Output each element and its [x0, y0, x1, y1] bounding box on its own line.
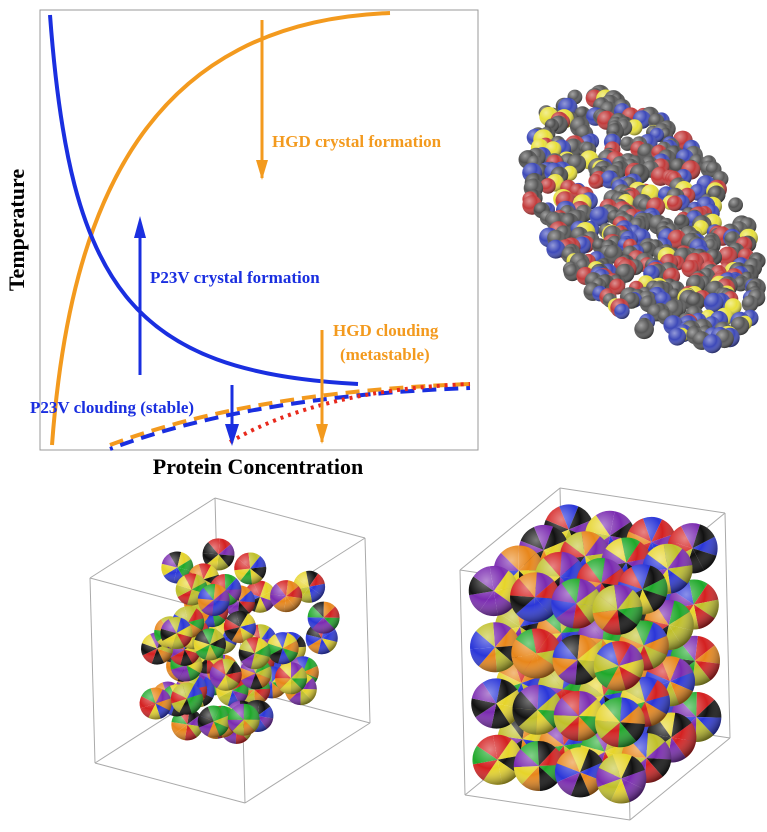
cube-edge: [245, 723, 370, 803]
annotation: (metastable): [340, 345, 430, 364]
sphere-shade: [198, 706, 230, 738]
sphere-shade: [234, 553, 266, 585]
arrow-head: [134, 216, 146, 238]
phase-diagram: HGD crystal formation P23V crystal forma…: [4, 10, 478, 479]
sphere: [171, 683, 203, 715]
sphere: [596, 754, 646, 804]
sphere: [592, 585, 642, 635]
sphere-shade: [270, 580, 302, 612]
sphere: [234, 553, 266, 585]
atom-shade: [703, 334, 722, 353]
sphere: [194, 628, 226, 660]
atom-shade: [668, 328, 686, 346]
sphere: [267, 632, 299, 664]
cube-edge: [90, 578, 95, 763]
atom-shade: [728, 197, 743, 212]
crystal-cube: [460, 488, 730, 820]
sphere: [308, 602, 340, 634]
sphere-shade: [194, 629, 226, 661]
annotation: HGD clouding: [333, 321, 439, 340]
sphere-shade: [228, 704, 260, 736]
atom-shade: [667, 196, 682, 211]
sphere-shade: [275, 662, 307, 694]
annotation: HGD crystal formation: [272, 132, 442, 151]
atom-shade: [742, 295, 759, 312]
cube-edge: [725, 513, 730, 738]
sphere-shade: [161, 617, 193, 649]
atom-shade: [634, 320, 654, 340]
sphere-shade: [593, 585, 643, 635]
atom-shade: [614, 304, 629, 319]
sphere-shade: [140, 688, 172, 720]
cube-edge: [465, 795, 630, 820]
sphere-shade: [594, 641, 644, 691]
arrow-head: [225, 424, 239, 446]
sphere-shade: [198, 584, 230, 616]
x-axis-label: Protein Concentration: [153, 454, 363, 479]
sphere: [270, 580, 302, 612]
protein-molecule: [519, 85, 766, 354]
arrow-head: [256, 160, 268, 180]
sphere: [198, 584, 230, 616]
sphere: [595, 697, 645, 747]
cube-edge: [460, 570, 465, 795]
annotation: P23V crystal formation: [150, 268, 320, 287]
cube-edge: [560, 488, 725, 513]
sphere-shade: [595, 697, 645, 747]
sphere-shade: [210, 659, 242, 691]
sphere-shade: [596, 754, 646, 804]
cube-edge: [365, 538, 370, 723]
figure: HGD crystal formation P23V crystal forma…: [0, 0, 767, 832]
sphere-shade: [308, 602, 340, 634]
cube-edge: [215, 498, 365, 538]
sphere: [198, 706, 230, 738]
sphere-shade: [267, 632, 299, 664]
atom-shade: [588, 174, 603, 189]
sphere: [160, 617, 192, 649]
sphere: [140, 687, 172, 719]
arrow-head: [316, 424, 328, 444]
sphere-shade: [171, 683, 203, 715]
cube-edge: [95, 763, 245, 803]
hgd-solubility-curve: [52, 13, 390, 445]
disordered-cube: [90, 498, 370, 803]
y-axis-label: Temperature: [4, 169, 29, 291]
sphere: [594, 641, 644, 691]
sphere: [275, 662, 307, 694]
annotation: P23V clouding (stable): [30, 398, 194, 417]
sphere: [228, 704, 260, 736]
sphere: [239, 637, 271, 669]
sphere: [210, 659, 242, 691]
plot-frame: [40, 10, 478, 450]
sphere-shade: [239, 637, 271, 669]
